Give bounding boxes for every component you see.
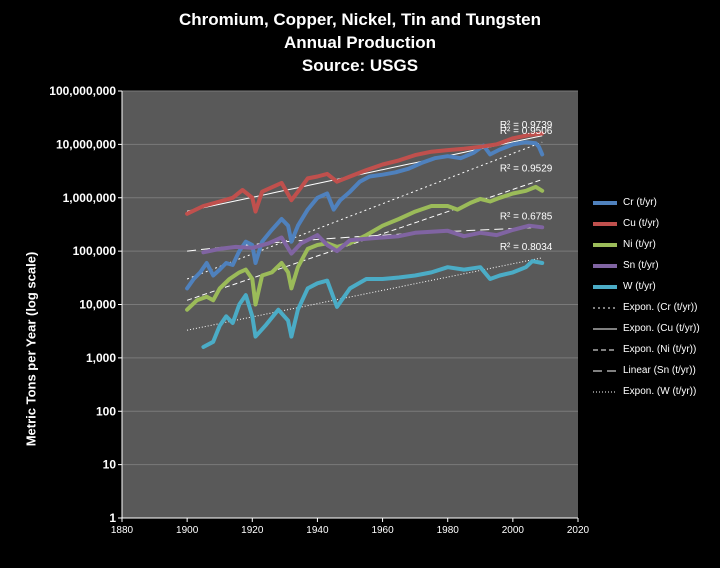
- legend-item: Cr (t/yr): [592, 192, 716, 213]
- trendline: [187, 257, 543, 331]
- legend-label: W (t/yr): [623, 281, 656, 292]
- y-tick-label: 10,000: [79, 298, 116, 312]
- legend-label: Linear (Sn (t/yr)): [623, 365, 696, 376]
- legend-swatch: [593, 391, 617, 392]
- legend-swatch: [593, 200, 617, 205]
- x-tick-label: 1880: [111, 525, 134, 536]
- legend-item: W (t/yr): [592, 276, 716, 297]
- title-line-2: Annual Production: [283, 33, 437, 52]
- y-tick-label: 100,000,000: [49, 84, 116, 98]
- title-line-3: Source: USGS: [301, 56, 419, 75]
- y-tick-label: 1,000: [86, 351, 116, 365]
- x-tick-label: 1960: [371, 525, 394, 536]
- series-line: [185, 184, 545, 312]
- legend-item: Linear (Sn (t/yr)): [592, 360, 716, 381]
- legend-label: Expon. (Cu (t/yr)): [623, 323, 700, 334]
- y-tick-label: 1: [109, 511, 116, 525]
- x-tick-label: 1900: [176, 525, 199, 536]
- r-squared-label: R² = 0.6785: [500, 211, 553, 222]
- legend-label: Cu (t/yr): [623, 218, 660, 229]
- legend-item: Expon. (Cu (t/yr)): [592, 318, 716, 339]
- r-squared-label: R² = 0.8034: [500, 242, 553, 253]
- series-line: [201, 259, 545, 349]
- legend-swatch: [593, 242, 617, 247]
- legend-item: Cu (t/yr): [592, 213, 716, 234]
- r-squared-label: R² = 0.9506: [500, 126, 553, 137]
- title-line-1: Chromium, Copper, Nickel, Tin and Tungst…: [178, 10, 542, 29]
- r-squared-label: R² = 0.9739: [500, 120, 553, 131]
- legend-label: Sn (t/yr): [623, 260, 659, 271]
- trendline: [187, 226, 543, 252]
- legend-item: Expon. (Ni (t/yr)): [592, 339, 716, 360]
- legend-swatch: [593, 349, 617, 350]
- series-line: [201, 223, 545, 256]
- legend-label: Ni (t/yr): [623, 239, 656, 250]
- series-lines: [185, 131, 545, 349]
- trendline: [186, 141, 543, 280]
- legend-label: Expon. (Cr (t/yr)): [623, 302, 698, 313]
- legend-item: Expon. (Cr (t/yr)): [592, 297, 716, 318]
- y-tick-label: 100: [96, 404, 116, 418]
- legend-swatch: [593, 307, 617, 308]
- r-squared-label: R² = 0.9529: [500, 163, 553, 174]
- x-tick-label: 1920: [241, 525, 264, 536]
- series-line: [185, 131, 545, 216]
- legend-label: Expon. (W (t/yr)): [623, 386, 697, 397]
- x-tick-label: 2000: [502, 525, 525, 536]
- legend-swatch: [593, 328, 617, 329]
- legend-swatch: [593, 370, 617, 371]
- x-tick-label: 1940: [306, 525, 329, 536]
- legend-item: Expon. (W (t/yr)): [592, 381, 716, 402]
- legend-item: Sn (t/yr): [592, 255, 716, 276]
- legend-item: Ni (t/yr): [592, 234, 716, 255]
- legend-swatch: [593, 263, 617, 268]
- legend-swatch: [593, 221, 617, 226]
- chart-title: Chromium, Copper, Nickel, Tin and Tungst…: [0, 8, 720, 77]
- y-tick-label: 100,000: [73, 244, 117, 258]
- legend: Cr (t/yr) Cu (t/yr) Ni (t/yr) Sn (t/yr) W (t…: [592, 192, 716, 402]
- x-tick-label: 1980: [437, 525, 460, 536]
- y-axis-ticks: 1 10 100 1,000 10,000 100,000 1,000,000 10,000,…: [49, 84, 123, 525]
- y-tick-label: 10: [103, 458, 117, 472]
- legend-swatch: [593, 284, 617, 289]
- x-tick-label: 2020: [567, 525, 590, 536]
- gridlines: [122, 90, 578, 519]
- x-axis-ticks: 1880 1900 1920 1940 1960 1980 2000 2020: [111, 517, 590, 536]
- legend-label: Expon. (Ni (t/yr)): [623, 344, 697, 355]
- y-tick-label: 1,000,000: [63, 191, 117, 205]
- legend-label: Cr (t/yr): [623, 197, 657, 208]
- y-tick-label: 10,000,000: [56, 137, 116, 151]
